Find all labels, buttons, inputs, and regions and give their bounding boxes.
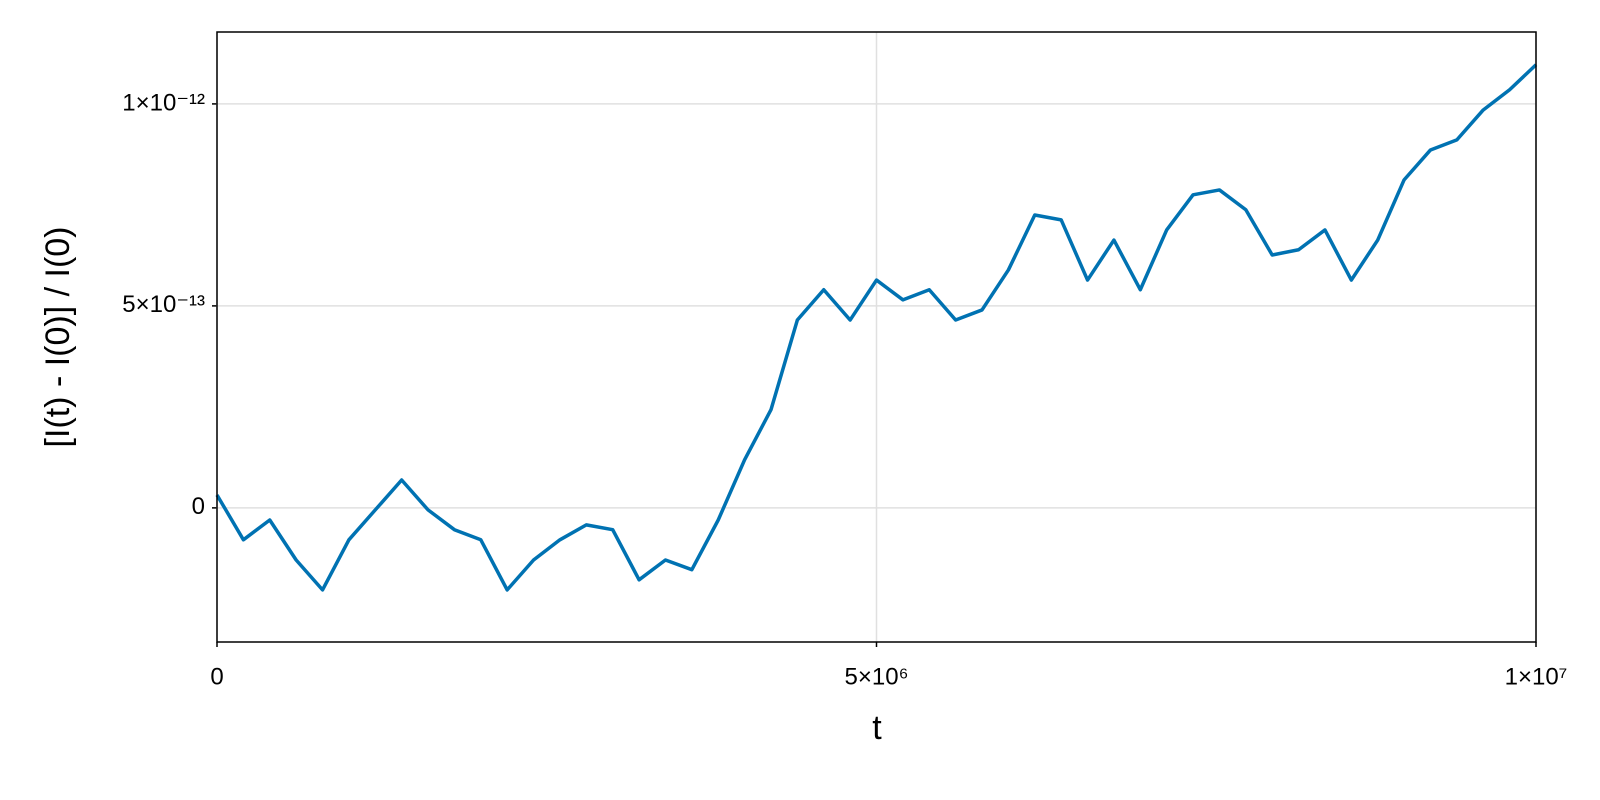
x-tick-label: 1×10⁷ — [1505, 663, 1568, 690]
data-line — [215, 63, 1538, 592]
y-tick-label: 0 — [192, 493, 205, 520]
y-tick-label: 5×10⁻¹³ — [122, 291, 205, 318]
x-tick-label: 5×10⁶ — [845, 663, 909, 690]
y-tick-label: 1×10⁻¹² — [122, 89, 205, 116]
plot-frame — [216, 31, 1537, 643]
y-axis-label: [I(t) - I(0)] / I(0) — [39, 227, 77, 448]
x-axis-label: t — [872, 709, 882, 747]
x-tick-label: 0 — [210, 663, 223, 690]
